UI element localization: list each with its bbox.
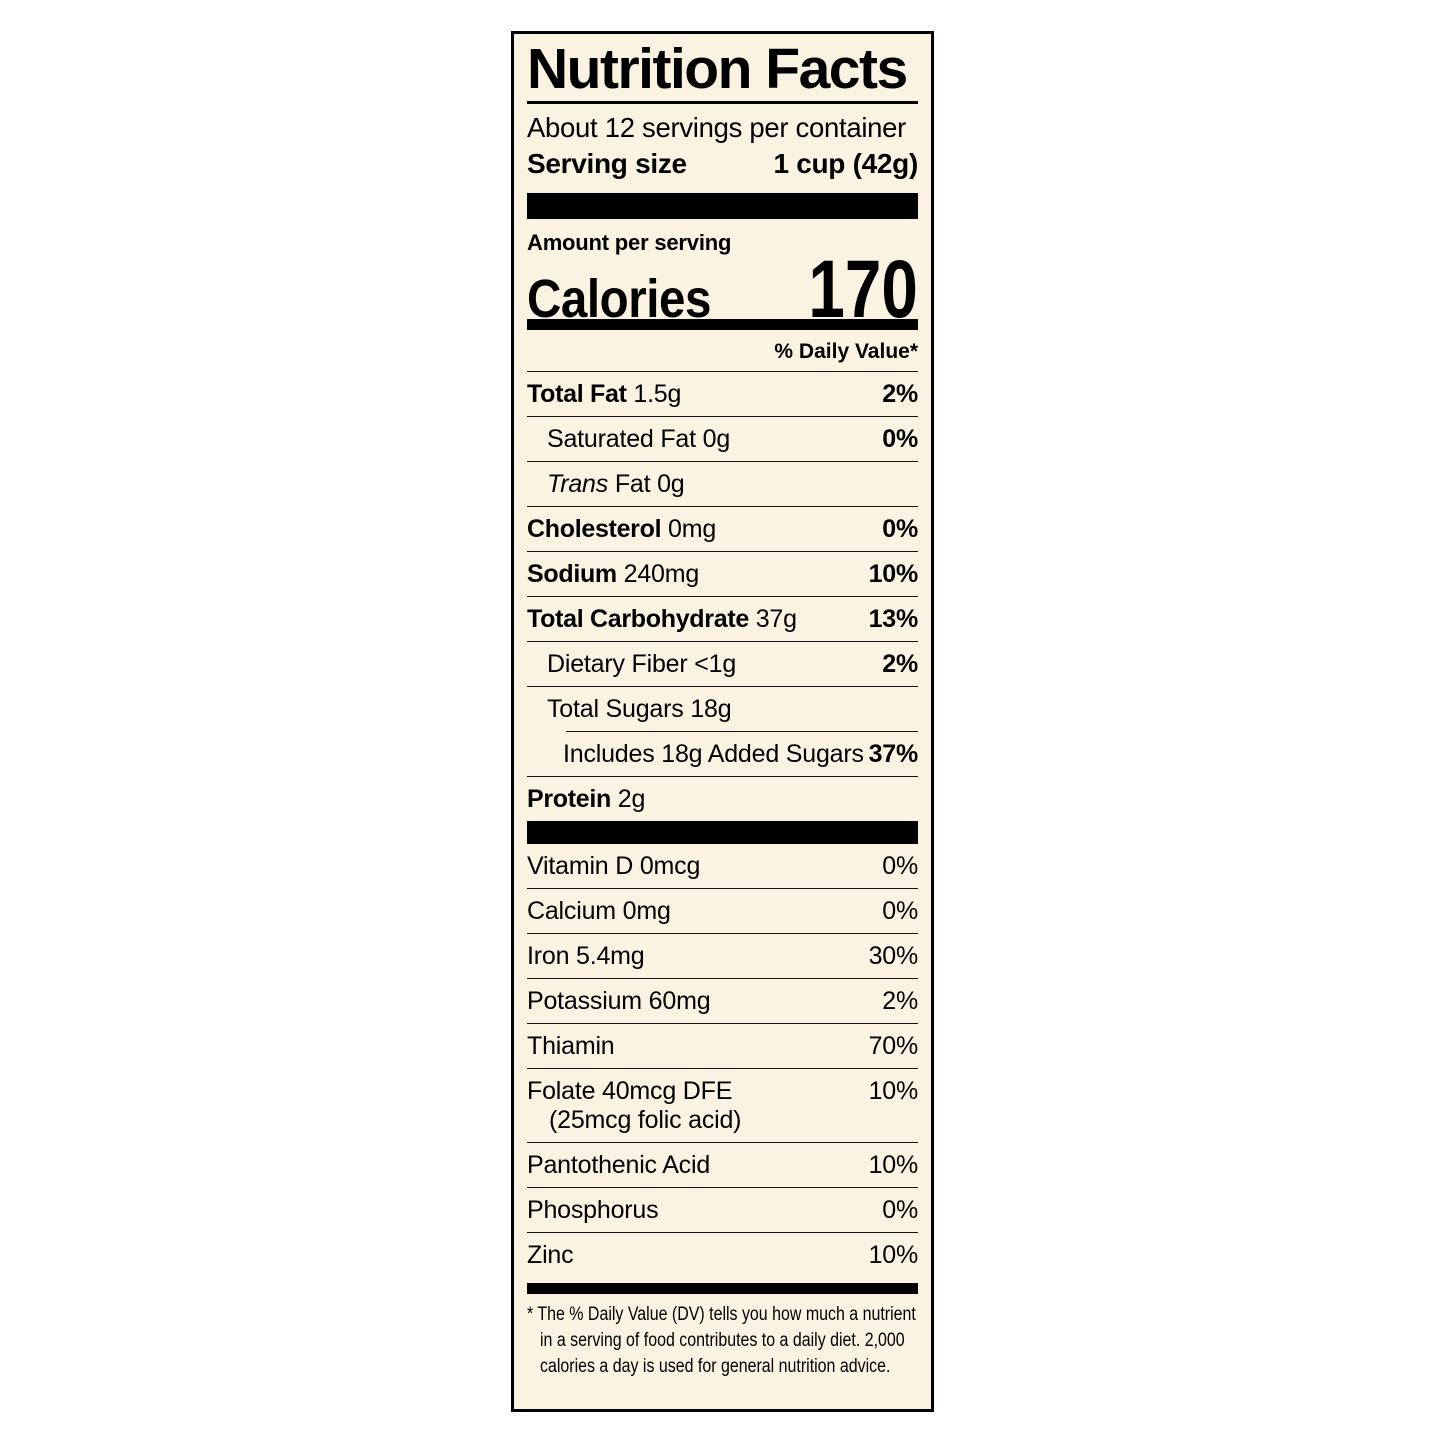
separator-bar-thick-top [527, 192, 918, 219]
calories-row: Calories 170 [527, 248, 918, 330]
nutrient-row-saturated-fat: Saturated Fat 0g 0% [527, 417, 918, 462]
footnote: * The % Daily Value (DV) tells you how m… [527, 1302, 918, 1380]
daily-value: 70% [868, 1031, 919, 1060]
daily-value: 10% [868, 1076, 919, 1105]
nutrient-amount: 18g [690, 694, 732, 723]
nutrient-row-sodium: Sodium 240mg 10% [527, 552, 918, 597]
nutrient-name: Sodium 240mg [527, 559, 700, 588]
vitamin-name: Phosphorus [527, 1195, 659, 1224]
nutrient-row-total-fat: Total Fat 1.5g 2% [527, 372, 918, 417]
amount-per-serving-label: Amount per serving [527, 229, 732, 255]
vitamin-row-potassium: Potassium 60mg 2% [527, 979, 918, 1024]
vitamin-name: Thiamin [527, 1031, 615, 1060]
daily-value: 0% [882, 851, 918, 880]
vitamin-row-folate: Folate 40mcg DFE (25mcg folic acid) 10% [527, 1069, 918, 1143]
nutrient-row-added-sugars: Includes 18g Added Sugars 37% [527, 732, 918, 777]
nutrient-amount: 2g [617, 784, 646, 813]
daily-value: 2% [882, 649, 918, 678]
vitamin-row-pantothenic-acid: Pantothenic Acid 10% [527, 1143, 918, 1188]
vitamin-name: Iron 5.4mg [527, 941, 645, 970]
nutrient-name: Includes 18g Added Sugars [563, 739, 864, 768]
nutrient-row-total-sugars: Total Sugars 18g [527, 687, 918, 731]
nutrient-name: Cholesterol 0mg [527, 514, 717, 543]
separator-bar-thick-vitamins [527, 820, 918, 844]
vitamin-row-phosphorus: Phosphorus 0% [527, 1188, 918, 1233]
serving-size-row: Serving size 1 cup (42g) [527, 148, 918, 180]
nutrient-name: Protein 2g [527, 784, 646, 813]
daily-value-header: % Daily Value* [527, 330, 918, 372]
daily-value: 10% [868, 1240, 919, 1269]
vitamin-row-calcium: Calcium 0mg 0% [527, 889, 918, 934]
nutrient-amount: 37g [755, 604, 797, 633]
nutrient-amount: 0mg [667, 514, 717, 543]
footnote-line: * The % Daily Value (DV) tells you how m… [527, 1303, 916, 1325]
daily-value: 2% [882, 986, 918, 1015]
vitamin-sub-detail: (25mcg folic acid) [549, 1105, 742, 1134]
nutrient-amount: 240mg [623, 559, 700, 588]
nutrient-name: Total Sugars 18g [547, 694, 732, 723]
nutrition-facts-label: Nutrition Facts About 12 servings per co… [511, 31, 934, 1412]
nutrient-name: Trans Fat 0g [547, 469, 685, 498]
separator-bar-medium-footnote [527, 1282, 918, 1294]
nutrient-name: Total Carbohydrate 37g [527, 604, 797, 633]
nutrient-name: Total Fat 1.5g [527, 379, 682, 408]
daily-value: 13% [868, 604, 919, 633]
nutrient-row-trans-fat: Trans Fat 0g [527, 462, 918, 507]
nutrient-row-total-carbohydrate: Total Carbohydrate 37g 13% [527, 597, 918, 642]
nutrient-amount: 0g [702, 424, 731, 453]
vitamin-row-zinc: Zinc 10% [527, 1233, 918, 1277]
daily-value: 0% [882, 514, 918, 543]
vitamin-row-vitamin-d: Vitamin D 0mcg 0% [527, 844, 918, 889]
daily-value: 10% [868, 1150, 919, 1179]
vitamin-row-iron: Iron 5.4mg 30% [527, 934, 918, 979]
nutrient-row-dietary-fiber: Dietary Fiber <1g 2% [527, 642, 918, 687]
daily-value: 10% [868, 559, 919, 588]
serving-size-label: Serving size [527, 147, 687, 179]
footnote-line: in a serving of food contributes to a da… [540, 1329, 905, 1351]
separator-bar-medium-calories [527, 318, 918, 330]
vitamin-name: Pantothenic Acid [527, 1150, 711, 1179]
vitamin-row-thiamin: Thiamin 70% [527, 1024, 918, 1069]
nutrient-name: Dietary Fiber <1g [547, 649, 737, 678]
nutrient-row-cholesterol: Cholesterol 0mg 0% [527, 507, 918, 552]
nutrient-amount: 0g [657, 469, 685, 498]
partial-rule [566, 730, 918, 732]
nutrient-name: Saturated Fat 0g [547, 424, 731, 453]
calories-label: Calories [527, 268, 712, 329]
calories-value: 170 [808, 243, 918, 335]
nutrient-amount: 1.5g [633, 379, 682, 408]
daily-value: 30% [868, 941, 919, 970]
servings-per-container: About 12 servings per container [527, 111, 906, 143]
vitamin-name: Folate 40mcg DFE (25mcg folic acid) [527, 1076, 742, 1134]
daily-value: 0% [882, 896, 918, 925]
nutrient-row-protein: Protein 2g [527, 777, 918, 821]
vitamin-name: Vitamin D 0mcg [527, 851, 701, 880]
vitamin-name: Zinc [527, 1240, 574, 1269]
nutrient-amount: <1g [694, 649, 737, 678]
daily-value: 2% [882, 379, 918, 408]
footnote-line: calories a day is used for general nutri… [540, 1355, 891, 1377]
daily-value: 0% [882, 424, 918, 453]
label-title: Nutrition Facts [527, 39, 918, 104]
daily-value: 37% [868, 739, 919, 768]
daily-value: 0% [882, 1195, 918, 1224]
vitamin-name: Potassium 60mg [527, 986, 711, 1015]
serving-size-value: 1 cup (42g) [773, 147, 918, 179]
vitamin-name: Calcium 0mg [527, 896, 671, 925]
